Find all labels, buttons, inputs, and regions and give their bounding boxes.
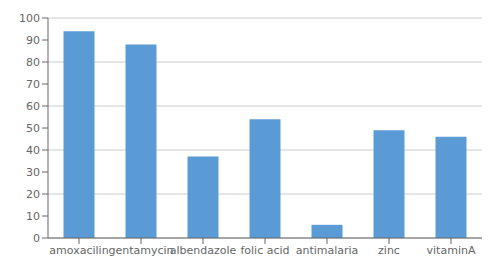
svg-text:70: 70 xyxy=(26,78,40,91)
svg-text:vitaminA: vitaminA xyxy=(427,244,476,257)
svg-text:zinc: zinc xyxy=(378,244,400,257)
svg-text:50: 50 xyxy=(26,122,40,135)
svg-text:80: 80 xyxy=(26,56,40,69)
svg-text:gentamycin: gentamycin xyxy=(108,244,173,257)
svg-text:60: 60 xyxy=(26,100,40,113)
svg-text:40: 40 xyxy=(26,144,40,157)
svg-text:20: 20 xyxy=(26,188,40,201)
svg-text:0: 0 xyxy=(33,232,40,245)
svg-text:folic acid: folic acid xyxy=(240,244,289,257)
svg-text:10: 10 xyxy=(26,210,40,223)
svg-text:amoxacilin: amoxacilin xyxy=(49,244,108,257)
svg-text:90: 90 xyxy=(26,34,40,47)
svg-text:100: 100 xyxy=(19,12,40,25)
svg-text:30: 30 xyxy=(26,166,40,179)
svg-text:antimalaria: antimalaria xyxy=(296,244,359,257)
svg-text:albendazole: albendazole xyxy=(170,244,237,257)
